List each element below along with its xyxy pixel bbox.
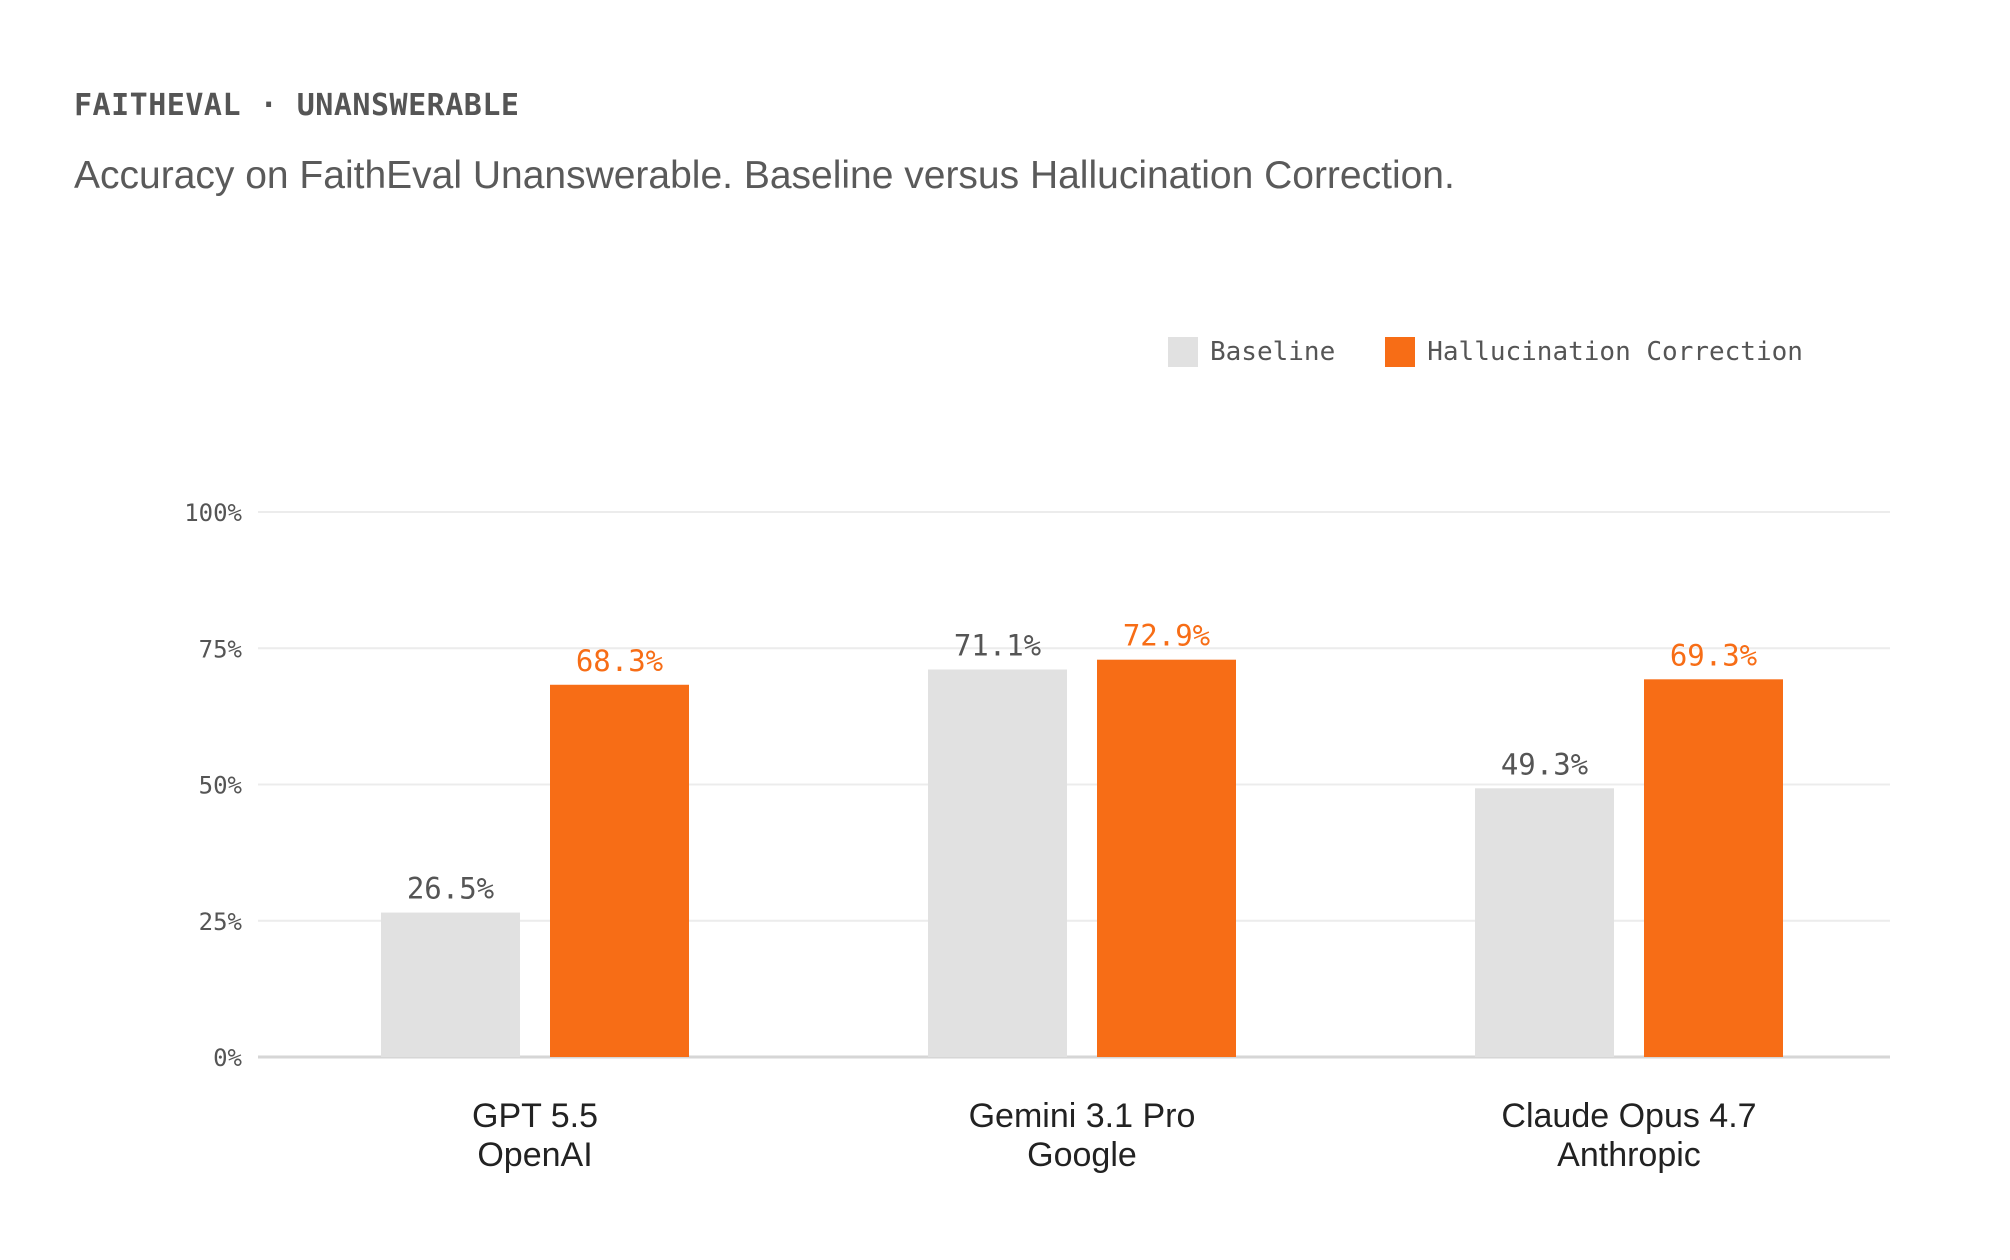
bar-baseline bbox=[381, 912, 520, 1057]
legend-item-baseline: Baseline bbox=[1168, 337, 1335, 367]
legend-label-baseline: Baseline bbox=[1210, 337, 1336, 367]
y-tick-label: 75% bbox=[199, 635, 243, 663]
y-tick-label: 0% bbox=[213, 1044, 242, 1072]
bar-baseline bbox=[1475, 788, 1614, 1057]
legend-swatch-baseline bbox=[1168, 337, 1198, 367]
value-label-hallucination-correction: 72.9% bbox=[1123, 619, 1210, 653]
chart-subtitle: Accuracy on FaithEval Unanswerable. Base… bbox=[74, 154, 1455, 197]
bar-hallucination-correction bbox=[1644, 679, 1783, 1057]
y-tick-label: 50% bbox=[199, 772, 243, 800]
category-label-vendor: Google bbox=[1027, 1136, 1137, 1174]
category-label-model: GPT 5.5 bbox=[472, 1097, 598, 1135]
value-label-baseline: 71.1% bbox=[954, 629, 1041, 663]
category-label-model: Gemini 3.1 Pro bbox=[969, 1097, 1196, 1135]
value-label-hallucination-correction: 69.3% bbox=[1670, 638, 1757, 672]
category-label-model: Claude Opus 4.7 bbox=[1501, 1097, 1756, 1135]
legend-swatch-hallucination-correction bbox=[1385, 337, 1416, 367]
y-tick-label: 25% bbox=[199, 908, 243, 936]
bar-hallucination-correction bbox=[550, 684, 689, 1057]
category-label-vendor: OpenAI bbox=[477, 1136, 592, 1174]
value-label-baseline: 26.5% bbox=[407, 872, 494, 906]
legend-label-hallucination-correction: Hallucination Correction bbox=[1427, 337, 1803, 367]
bar-baseline bbox=[928, 669, 1067, 1057]
value-label-baseline: 49.3% bbox=[1501, 747, 1588, 781]
legend-item-hallucination-correction: Hallucination Correction bbox=[1385, 337, 1803, 367]
category-label-vendor: Anthropic bbox=[1557, 1136, 1701, 1174]
chart-kicker: FAITHEVAL · UNANSWERABLE bbox=[74, 88, 520, 123]
chart-legend: Baseline Hallucination Correction bbox=[1168, 336, 1803, 368]
bar-hallucination-correction bbox=[1097, 659, 1236, 1057]
value-label-hallucination-correction: 68.3% bbox=[576, 644, 663, 678]
y-tick-label: 100% bbox=[184, 499, 242, 527]
